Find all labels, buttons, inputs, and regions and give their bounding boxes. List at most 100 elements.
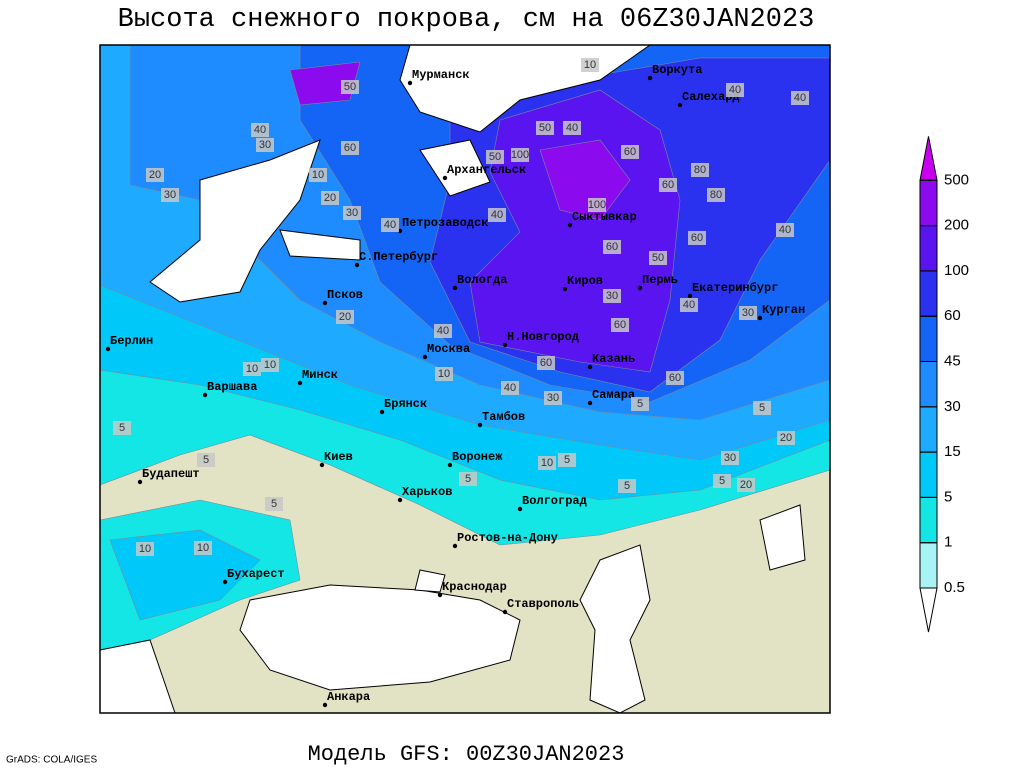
city-dot (517, 506, 523, 512)
sea (279, 229, 361, 261)
contour-label-bg (501, 381, 519, 395)
city-dot (447, 462, 453, 468)
contour-label-bg (649, 251, 667, 265)
city-label: Архангельск (447, 163, 526, 177)
city-dot (562, 286, 568, 292)
contour-label-bg (603, 289, 621, 303)
legend-bin (919, 179, 938, 227)
contour-label-bg (321, 191, 339, 205)
legend-bin (919, 270, 938, 317)
city-label: Варшава (207, 380, 257, 394)
city-label: Ставрополь (507, 597, 579, 611)
contour-label-bg (726, 83, 744, 97)
contour-label: 60 (614, 319, 626, 331)
city-label: Воркута (652, 63, 702, 77)
city-label: Салехард (682, 90, 740, 104)
contour-label-bg (136, 542, 154, 556)
contour-label: 30 (259, 139, 271, 151)
contour-label-bg (511, 148, 529, 162)
contour-label-bg (659, 178, 677, 192)
city-label: Казань (592, 352, 635, 366)
contour-label: 10 (312, 169, 324, 181)
city-dot (322, 702, 328, 708)
legend-bin (919, 496, 938, 544)
contour-label-bg (776, 223, 794, 237)
sea (414, 569, 446, 593)
contour-label-bg (680, 298, 698, 312)
legend-bin (919, 542, 938, 589)
contour-label: 60 (662, 179, 674, 191)
city-dot (452, 285, 458, 291)
contour-label: 60 (691, 232, 703, 244)
city-label: Волгоград (522, 494, 587, 508)
legend-label: 5 (944, 488, 952, 505)
contour-label-bg (739, 306, 757, 320)
contour-label: 5 (759, 402, 765, 414)
contour-label-bg (343, 206, 361, 220)
contour-label-bg (243, 362, 261, 376)
contour-label-bg (737, 478, 755, 492)
contour-label-bg (544, 391, 562, 405)
snow-area (289, 61, 361, 106)
contour-label-bg (611, 318, 629, 332)
contour-label: 10 (139, 543, 151, 555)
contour-label: 10 (246, 363, 258, 375)
city-dot (407, 80, 413, 86)
footer: Модель GFS: 00Z30JAN2023 (308, 742, 625, 767)
title: Высота снежного покрова, см на 06Z30JAN2… (118, 5, 815, 35)
contour-label-bg (603, 240, 621, 254)
contour-label: 30 (742, 307, 754, 319)
city-dot (322, 300, 328, 306)
contour-label: 60 (540, 357, 552, 369)
contour-label: 60 (669, 372, 681, 384)
legend-label: 15 (944, 443, 961, 460)
city-dot (502, 609, 508, 615)
sea (419, 139, 491, 197)
contour-label-bg (713, 474, 731, 488)
contour-label-bg (721, 451, 739, 465)
city-dot (647, 75, 653, 81)
sea (149, 139, 321, 303)
contour-label: 30 (606, 290, 618, 302)
contour-label-bg (707, 188, 725, 202)
contour-label: 10 (541, 457, 553, 469)
city-dot (105, 346, 111, 352)
sea (579, 544, 651, 714)
contour-label: 5 (203, 454, 209, 466)
contour-label-bg (113, 421, 131, 435)
city-label: Воронеж (452, 450, 503, 464)
sea (759, 504, 806, 571)
city-label: Берлин (110, 334, 153, 348)
city-label: Сыктывкар (572, 210, 637, 224)
legend-label: 45 (944, 352, 961, 369)
contour-label: 10 (197, 542, 209, 554)
contour-label: 30 (724, 452, 736, 464)
city-label: Харьков (402, 485, 452, 499)
city-dot (297, 380, 303, 386)
map-frame (99, 44, 831, 714)
city-dot (222, 579, 228, 585)
contour-label-bg (256, 138, 274, 152)
contour-label: 10 (438, 368, 450, 380)
contour-label-bg (146, 168, 164, 182)
contour-label-bg (251, 123, 269, 137)
city-label: Пермь (642, 273, 678, 287)
contour-label: 40 (566, 122, 578, 134)
contour-label: 20 (149, 169, 161, 181)
city-label: Анкара (327, 690, 370, 704)
city-label: Курган (762, 303, 805, 317)
contour-label: 60 (344, 142, 356, 154)
city-label: Киев (324, 450, 353, 464)
contour-label: 100 (588, 199, 606, 211)
contour-label-bg (581, 58, 599, 72)
contour-label: 30 (547, 392, 559, 404)
legend-label: 1 (944, 534, 952, 551)
contour-label-bg (459, 472, 477, 486)
city-dot (567, 222, 573, 228)
contour-label: 40 (437, 325, 449, 337)
contour-label: 50 (489, 151, 501, 163)
contour-label: 5 (637, 398, 643, 410)
city-label: Киров (567, 274, 603, 288)
contour-label-bg (688, 231, 706, 245)
snow-area (539, 139, 631, 221)
